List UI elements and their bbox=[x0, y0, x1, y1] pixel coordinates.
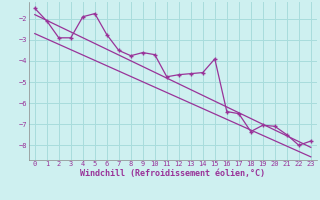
X-axis label: Windchill (Refroidissement éolien,°C): Windchill (Refroidissement éolien,°C) bbox=[80, 169, 265, 178]
